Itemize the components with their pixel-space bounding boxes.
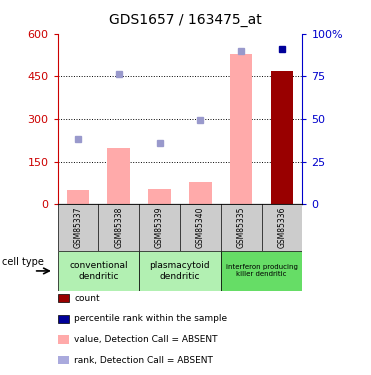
Bar: [230, 54, 252, 204]
Text: GSM85340: GSM85340: [196, 206, 205, 248]
Bar: [139, 251, 221, 291]
Bar: [189, 182, 211, 204]
Text: cell type: cell type: [2, 256, 44, 267]
Bar: [221, 251, 302, 291]
Bar: [58, 251, 139, 291]
Bar: [148, 189, 171, 204]
Text: conventional
dendritic: conventional dendritic: [69, 261, 128, 280]
Text: percentile rank within the sample: percentile rank within the sample: [74, 314, 227, 323]
Bar: [271, 71, 293, 204]
Text: GDS1657 / 163475_at: GDS1657 / 163475_at: [109, 13, 262, 27]
Text: GSM85337: GSM85337: [73, 206, 82, 248]
Text: GSM85336: GSM85336: [278, 206, 286, 248]
Text: GSM85335: GSM85335: [237, 206, 246, 248]
Text: rank, Detection Call = ABSENT: rank, Detection Call = ABSENT: [74, 356, 213, 364]
Text: GSM85338: GSM85338: [114, 206, 123, 248]
Text: value, Detection Call = ABSENT: value, Detection Call = ABSENT: [74, 335, 218, 344]
Bar: [67, 190, 89, 204]
Text: count: count: [74, 294, 100, 303]
Bar: [108, 147, 130, 204]
Text: interferon producing
killer dendritic: interferon producing killer dendritic: [226, 264, 298, 278]
Text: plasmacytoid
dendritic: plasmacytoid dendritic: [150, 261, 210, 280]
Text: GSM85339: GSM85339: [155, 206, 164, 248]
